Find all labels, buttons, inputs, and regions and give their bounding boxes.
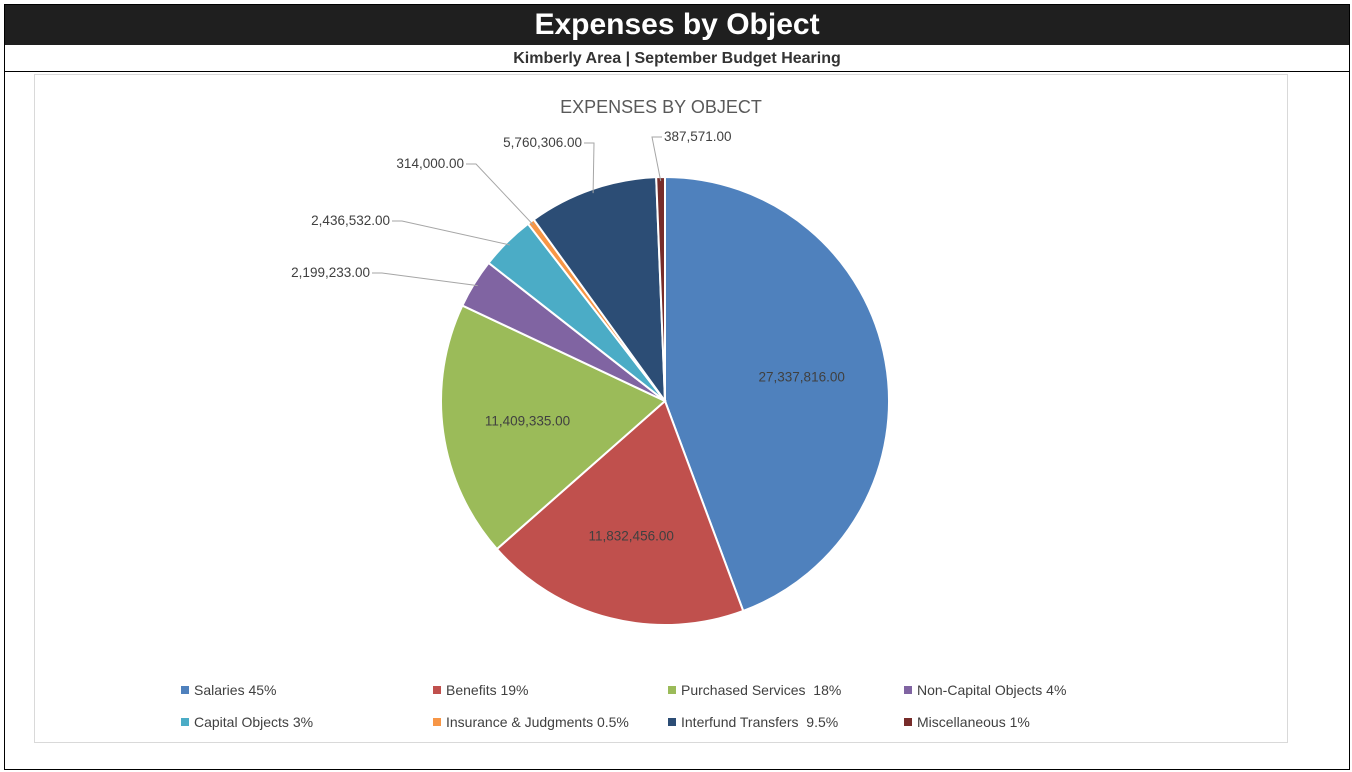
pie-slice-interfund-transfers <box>532 176 667 405</box>
leader-line-insurance-judgments <box>466 163 534 226</box>
chart-title: EXPENSES BY OBJECT <box>560 97 762 117</box>
legend-label-benefits: Benefits 19% <box>446 682 529 698</box>
legend: Salaries 45% Benefits 19% Purchased Servic… <box>181 682 1066 730</box>
legend-swatch-benefits <box>433 686 441 694</box>
legend-label-miscellaneous: Miscellaneous 1% <box>917 714 1030 730</box>
legend-label-interfund-transfers: Interfund Transfers 9.5% <box>681 714 838 730</box>
legend-swatch-salaries <box>181 686 189 694</box>
leader-line-miscellaneous <box>651 136 662 182</box>
pie-chart: EXPENSES BY OBJECT 27,337,816.00 11,832,4… <box>181 97 1066 730</box>
legend-swatch-capital-objects <box>181 718 189 726</box>
data-label-non-capital-objects: 2,199,233.00 <box>291 265 370 280</box>
page-title: Expenses by Object <box>5 5 1349 45</box>
data-label-miscellaneous: 387,571.00 <box>664 129 732 144</box>
pie-slice-salaries <box>664 175 890 613</box>
pie-slice-miscellaneous <box>655 175 666 402</box>
legend-label-purchased-services: Purchased Services 18% <box>681 682 841 698</box>
data-label-insurance-judgments: 314,000.00 <box>396 156 464 171</box>
data-label-purchased-services: 11,409,335.00 <box>485 414 570 429</box>
legend-swatch-interfund-transfers <box>668 718 676 726</box>
legend-swatch-purchased-services <box>668 686 676 694</box>
page-subtitle: Kimberly Area | September Budget Hearing <box>5 45 1349 72</box>
legend-swatch-insurance-judgments <box>433 718 441 726</box>
legend-label-salaries: Salaries 45% <box>194 682 277 698</box>
legend-label-insurance-judgments: Insurance & Judgments 0.5% <box>446 714 629 730</box>
legend-label-non-capital-objects: Non-Capital Objects 4% <box>917 682 1066 698</box>
data-labels: 27,337,816.00 11,832,456.00 11,409,335.00 2… <box>291 129 845 544</box>
data-label-benefits: 11,832,456.00 <box>589 529 674 544</box>
data-label-capital-objects: 2,436,532.00 <box>311 213 390 228</box>
data-label-salaries: 27,337,816.00 <box>759 369 845 384</box>
leader-line-interfund-transfers <box>584 142 595 194</box>
leader-line-non-capital-objects <box>372 272 478 287</box>
pie-slices <box>440 175 890 626</box>
leader-line-capital-objects <box>392 220 511 246</box>
legend-label-capital-objects: Capital Objects 3% <box>194 714 313 730</box>
pie-slice-benefits <box>495 399 745 626</box>
chart-area: EXPENSES BY OBJECT 27,337,816.00 11,832,4… <box>34 74 1288 743</box>
data-label-interfund-transfers: 5,760,306.00 <box>503 135 582 150</box>
legend-swatch-non-capital-objects <box>904 686 912 694</box>
legend-swatch-miscellaneous <box>904 718 912 726</box>
pie-slice-purchased-services <box>440 304 667 551</box>
